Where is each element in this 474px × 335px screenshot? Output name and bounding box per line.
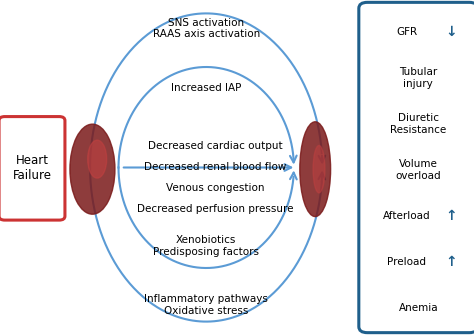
Text: Increased IAP: Increased IAP <box>171 83 241 93</box>
Text: Tubular
injury: Tubular injury <box>399 67 438 89</box>
Ellipse shape <box>88 140 107 178</box>
Text: Venous congestion: Venous congestion <box>166 183 265 193</box>
Text: Diuretic
Resistance: Diuretic Resistance <box>390 113 447 135</box>
Text: Afterload: Afterload <box>383 211 430 221</box>
Text: Preload: Preload <box>387 257 426 267</box>
Text: ↑: ↑ <box>446 255 457 269</box>
Ellipse shape <box>70 124 115 214</box>
Text: Decreased renal blood flow: Decreased renal blood flow <box>145 162 287 172</box>
Text: Xenobiotics
Predisposing factors: Xenobiotics Predisposing factors <box>153 236 259 257</box>
Text: Inflammatory pathways
Oxidative stress: Inflammatory pathways Oxidative stress <box>144 294 268 316</box>
Text: Anemia: Anemia <box>399 303 438 313</box>
Ellipse shape <box>313 145 325 193</box>
FancyBboxPatch shape <box>0 117 65 220</box>
Ellipse shape <box>300 122 331 216</box>
Text: ↑: ↑ <box>446 209 457 223</box>
Text: Volume
overload: Volume overload <box>395 159 441 181</box>
Text: Decreased cardiac output: Decreased cardiac output <box>148 141 283 151</box>
Text: GFR: GFR <box>396 27 417 37</box>
Text: SNS activation
RAAS axis activation: SNS activation RAAS axis activation <box>153 18 260 39</box>
Text: Decreased perfusion pressure: Decreased perfusion pressure <box>137 204 294 214</box>
Text: Heart
Failure: Heart Failure <box>13 154 52 182</box>
Text: ↓: ↓ <box>446 25 457 39</box>
FancyBboxPatch shape <box>359 2 474 333</box>
